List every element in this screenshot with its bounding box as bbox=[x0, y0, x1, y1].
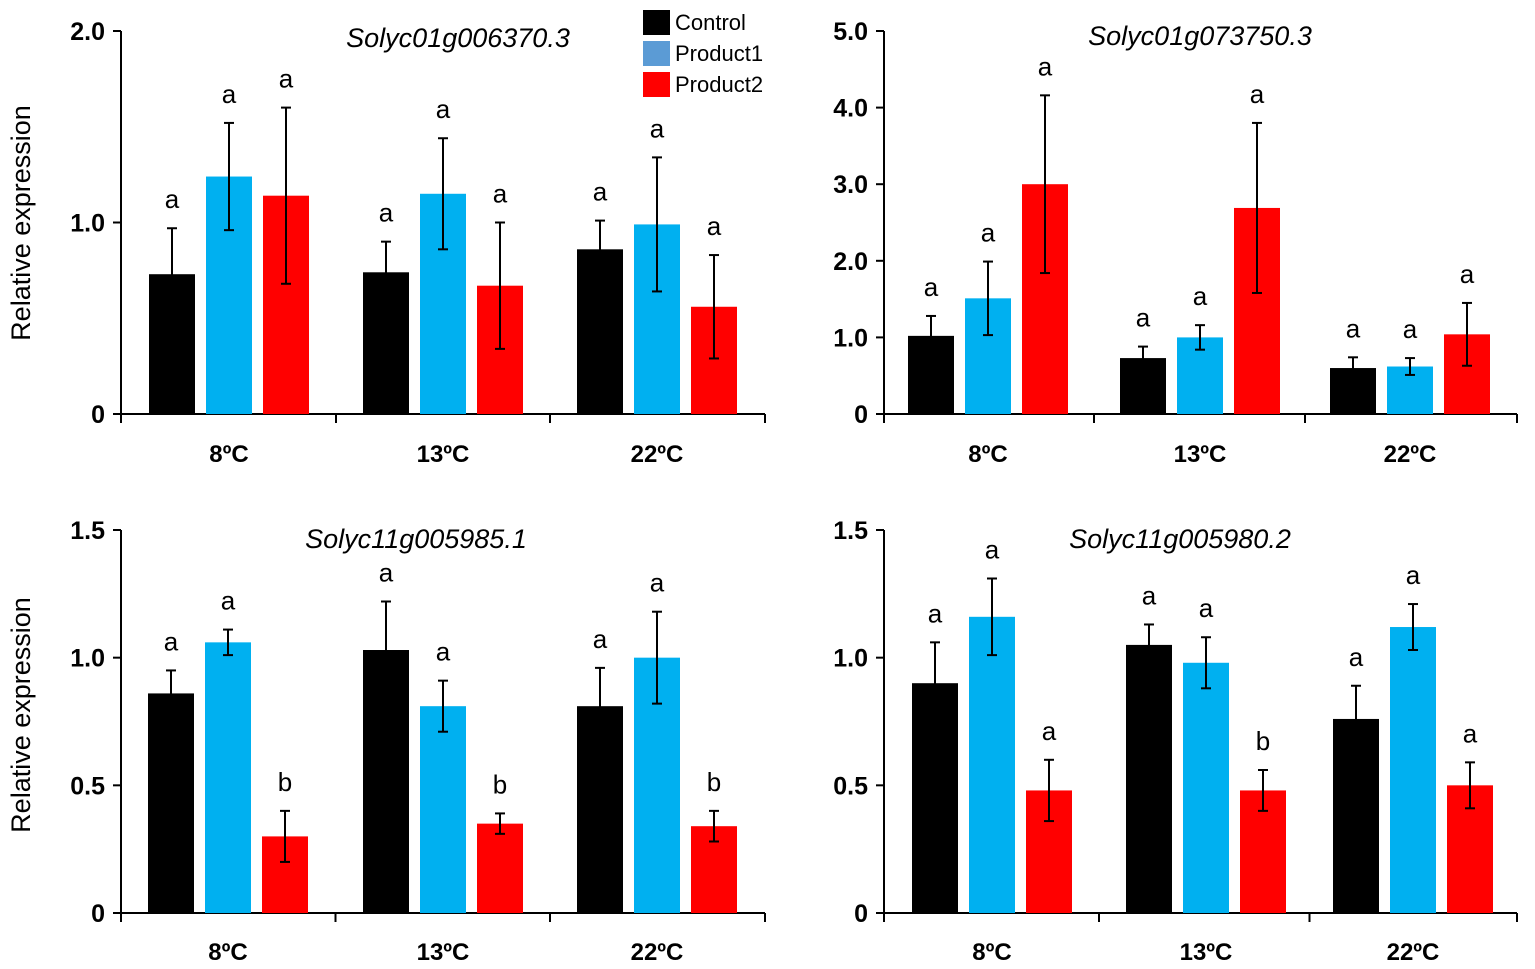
chart-title: Solyc01g073750.3 bbox=[1088, 21, 1312, 51]
significance-letter: b bbox=[707, 767, 721, 797]
category-label: 13ºC bbox=[1180, 939, 1233, 966]
legend-swatch-control bbox=[643, 10, 670, 35]
legend-label-control: Control bbox=[675, 10, 746, 35]
significance-letter: a bbox=[1403, 314, 1418, 344]
significance-letter: a bbox=[924, 272, 939, 302]
significance-letter: a bbox=[928, 598, 943, 628]
category-label: 8ºC bbox=[209, 441, 248, 468]
legend-swatch-product1 bbox=[643, 41, 670, 66]
category-label: 13ºC bbox=[417, 939, 470, 966]
legend: Control Product1 Product2 bbox=[643, 10, 763, 97]
category-label: 13ºC bbox=[1174, 441, 1227, 468]
significance-letter: a bbox=[1136, 303, 1151, 333]
y-tick-label: 2.0 bbox=[70, 18, 105, 46]
y-tick-label: 5.0 bbox=[833, 18, 868, 46]
y-axis-label: Relative expression bbox=[6, 105, 36, 341]
y-tick-label: 1.5 bbox=[833, 517, 868, 545]
significance-letter: a bbox=[379, 198, 394, 228]
significance-letter: b bbox=[493, 769, 507, 799]
bar bbox=[148, 693, 194, 913]
significance-letter: a bbox=[593, 624, 608, 654]
panel-solyc01g006370: 0 1.0 2.0 8ºC 13ºC 22ºC Solyc01g006370.3 Relati… bbox=[6, 18, 766, 468]
chart-title: Solyc11g005985.1 bbox=[305, 524, 527, 554]
significance-letter: a bbox=[1042, 716, 1057, 746]
bar bbox=[205, 642, 251, 913]
significance-letter: a bbox=[165, 184, 180, 214]
panel-solyc11g005980: 0 0.5 1.0 1.5 8ºC 13ºC 22ºC Solyc11g005980.2 a a a… bbox=[833, 517, 1518, 966]
y-axis-label: Relative expression bbox=[6, 597, 36, 833]
significance-letter: a bbox=[650, 568, 665, 598]
category-label: 22ºC bbox=[1387, 939, 1440, 966]
significance-letter: b bbox=[278, 767, 292, 797]
category-label: 22ºC bbox=[631, 939, 684, 966]
significance-letter: a bbox=[1463, 718, 1478, 748]
legend-swatch-product2 bbox=[643, 72, 670, 97]
category-label: 13ºC bbox=[417, 441, 470, 468]
y-tick-label: 0 bbox=[854, 401, 868, 429]
chart-title: Solyc01g006370.3 bbox=[346, 23, 570, 53]
significance-letter: a bbox=[707, 211, 722, 241]
significance-letter: b bbox=[1256, 726, 1270, 756]
panel-solyc01g073750: 0 1.0 2.0 3.0 4.0 5.0 8ºC 13ºC 22ºC Solyc01g07375… bbox=[833, 18, 1518, 468]
significance-letter: a bbox=[985, 535, 1000, 565]
chart-title: Solyc11g005980.2 bbox=[1069, 524, 1291, 554]
y-tick-label: 1.0 bbox=[833, 645, 868, 673]
significance-letter: a bbox=[493, 179, 508, 209]
category-label: 22ºC bbox=[631, 441, 684, 468]
bar bbox=[969, 616, 1015, 913]
legend-label-product2: Product2 bbox=[675, 72, 763, 97]
category-label: 8ºC bbox=[972, 939, 1011, 966]
significance-letter: a bbox=[1193, 281, 1208, 311]
significance-letter: a bbox=[222, 79, 237, 109]
significance-letter: a bbox=[379, 557, 394, 587]
significance-letter: a bbox=[1349, 642, 1364, 672]
y-tick-label: 0 bbox=[91, 900, 105, 928]
significance-letter: a bbox=[1460, 259, 1475, 289]
y-tick-label: 1.0 bbox=[70, 645, 105, 673]
y-tick-label: 1.5 bbox=[70, 517, 105, 545]
significance-letter: a bbox=[981, 218, 996, 248]
category-label: 8ºC bbox=[968, 441, 1007, 468]
bar bbox=[477, 823, 523, 913]
bar bbox=[1126, 644, 1172, 913]
significance-letter: a bbox=[436, 94, 451, 124]
significance-letter: a bbox=[436, 637, 451, 667]
significance-letter: a bbox=[1250, 79, 1265, 109]
y-tick-label: 0.5 bbox=[70, 772, 105, 800]
bar bbox=[1183, 662, 1229, 913]
y-tick-label: 4.0 bbox=[833, 95, 868, 123]
category-label: 8ºC bbox=[208, 939, 247, 966]
legend-label-product1: Product1 bbox=[675, 41, 763, 66]
significance-letter: a bbox=[221, 586, 236, 616]
bar bbox=[1390, 627, 1436, 913]
significance-letter: a bbox=[1199, 593, 1214, 623]
panel-solyc11g005985: 0 0.5 1.0 1.5 8ºC 13ºC 22ºC Solyc11g005985.1 Rel… bbox=[6, 517, 766, 966]
y-tick-label: 0.5 bbox=[833, 772, 868, 800]
significance-letter: a bbox=[650, 113, 665, 143]
y-tick-label: 1.0 bbox=[833, 324, 868, 352]
y-tick-label: 0 bbox=[91, 401, 105, 429]
significance-letter: a bbox=[1406, 560, 1421, 590]
y-tick-label: 1.0 bbox=[70, 210, 105, 238]
significance-letter: a bbox=[1346, 313, 1361, 343]
significance-letter: a bbox=[164, 626, 179, 656]
significance-letter: a bbox=[279, 64, 294, 94]
significance-letter: a bbox=[1038, 51, 1053, 81]
category-label: 22ºC bbox=[1384, 441, 1437, 468]
bar bbox=[420, 706, 466, 913]
y-tick-label: 0 bbox=[854, 900, 868, 928]
y-tick-label: 3.0 bbox=[833, 171, 868, 199]
y-tick-label: 2.0 bbox=[833, 248, 868, 276]
significance-letter: a bbox=[1142, 580, 1157, 610]
significance-letter: a bbox=[593, 177, 608, 207]
